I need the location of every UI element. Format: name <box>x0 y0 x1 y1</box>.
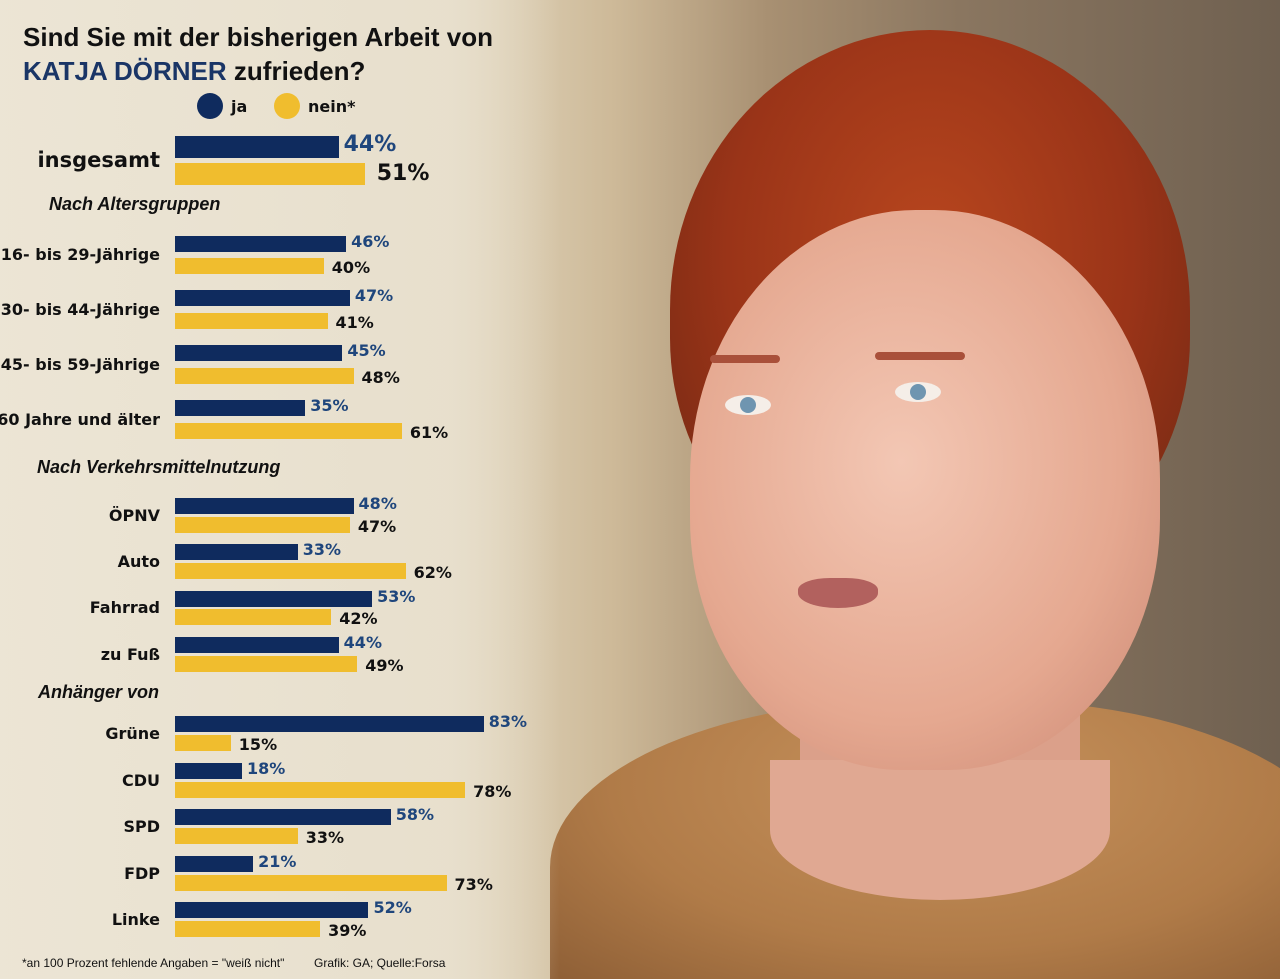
bar-nein <box>175 163 365 185</box>
photo-face <box>690 210 1160 770</box>
bar-nein <box>175 828 298 844</box>
value-label-ja: 47% <box>354 286 394 305</box>
legend-ja: ja <box>197 93 247 119</box>
bar-nein <box>175 517 350 533</box>
section-verkehrsmittel: Nach Verkehrsmittelnutzung <box>37 457 281 477</box>
photo-eye <box>725 395 771 415</box>
row-label: ÖPNV <box>108 505 160 525</box>
row-label: 16- bis 29-Jährige <box>0 245 160 264</box>
row-label: Grüne <box>105 723 160 743</box>
bar-nein <box>175 609 332 625</box>
value-label-ja: 58% <box>395 805 435 824</box>
title-rest: zufrieden? <box>233 56 366 86</box>
row-label: CDU <box>121 770 160 790</box>
legend-ja-label: ja <box>231 96 248 116</box>
bar-ja <box>175 345 343 361</box>
value-label-nein: 78% <box>473 782 512 801</box>
bar-ja <box>175 637 339 653</box>
row-label: FDP <box>124 863 160 883</box>
value-label-ja: 21% <box>258 852 297 871</box>
value-label-ja: 18% <box>246 759 286 778</box>
bar-nein <box>175 423 402 439</box>
photo-brow <box>710 355 780 363</box>
photo-eye <box>895 382 941 402</box>
row-label: 45- bis 59-Jährige <box>0 354 160 374</box>
value-label-nein: 33% <box>305 828 345 847</box>
bar-ja <box>175 544 298 560</box>
row-label: zu Fuß <box>100 644 160 664</box>
bar-ja <box>175 236 347 252</box>
bar-ja <box>175 498 354 514</box>
bar-ja <box>175 902 369 918</box>
bar-nein <box>175 563 406 579</box>
value-label-nein: 42% <box>339 609 378 628</box>
value-label-ja: 45% <box>347 341 386 360</box>
legend-nein-swatch <box>274 93 300 119</box>
legend-nein: nein* <box>274 93 355 119</box>
value-label-nein: 62% <box>413 563 452 582</box>
row-label: insgesamt <box>37 147 160 172</box>
title-line1: Sind Sie mit der bisherigen Arbeit von <box>23 22 494 52</box>
bar-ja <box>175 716 484 732</box>
bar-ja <box>175 856 254 872</box>
value-label-nein: 47% <box>357 517 397 536</box>
value-label-nein: 49% <box>365 656 404 675</box>
bar-nein <box>175 921 321 937</box>
row-label: Linke <box>111 909 160 929</box>
bar-ja <box>175 400 306 416</box>
value-label-nein: 51% <box>376 161 430 186</box>
chart-title: Sind Sie mit der bisherigen Arbeit von K… <box>23 20 493 88</box>
bar-nein <box>175 258 324 274</box>
bar-nein <box>175 368 354 384</box>
bar-ja <box>175 136 339 158</box>
value-label-nein: 41% <box>335 313 374 332</box>
photo-brow <box>875 352 965 360</box>
row-label: SPD <box>123 816 160 836</box>
legend-nein-label: nein* <box>308 96 356 116</box>
row-label: Fahrrad <box>89 598 160 617</box>
value-label-ja: 35% <box>310 396 349 415</box>
value-label-nein: 40% <box>331 258 371 277</box>
value-label-nein: 61% <box>409 423 449 442</box>
value-label-ja: 53% <box>377 587 416 606</box>
legend-ja-swatch <box>197 93 223 119</box>
value-label-ja: 83% <box>488 712 528 731</box>
row-label: 30- bis 44-Jährige <box>0 299 160 319</box>
bar-ja <box>175 290 350 306</box>
source: Grafik: GA; Quelle:Forsa <box>314 956 446 970</box>
title-name: KATJA DÖRNER <box>23 56 227 86</box>
value-label-ja: 52% <box>373 898 412 917</box>
value-label-ja: 33% <box>302 540 342 559</box>
footnote: *an 100 Prozent fehlende Angaben = "weiß… <box>22 956 285 970</box>
bar-ja <box>175 591 373 607</box>
bar-nein <box>175 735 231 751</box>
value-label-nein: 73% <box>454 875 493 894</box>
value-label-ja: 44% <box>343 132 397 157</box>
photo-neckline <box>770 760 1110 900</box>
photo-mouth <box>798 578 878 608</box>
value-label-nein: 39% <box>328 921 367 940</box>
bar-nein <box>175 875 447 891</box>
bar-nein <box>175 656 358 672</box>
bar-ja <box>175 809 391 825</box>
value-label-nein: 15% <box>238 735 278 754</box>
bar-ja <box>175 763 242 779</box>
section-anhaenger: Anhänger von <box>38 682 160 702</box>
row-label: Auto <box>117 551 160 571</box>
bar-nein <box>175 782 466 798</box>
bar-nein <box>175 313 328 329</box>
section-altersgruppen: Nach Altersgruppen <box>49 194 221 214</box>
portrait-photo <box>470 0 1280 979</box>
value-label-ja: 44% <box>343 633 382 652</box>
value-label-nein: 48% <box>361 368 400 387</box>
value-label-ja: 46% <box>351 232 390 251</box>
value-label-ja: 48% <box>358 494 397 513</box>
row-label: 60 Jahre und älter <box>0 409 160 429</box>
